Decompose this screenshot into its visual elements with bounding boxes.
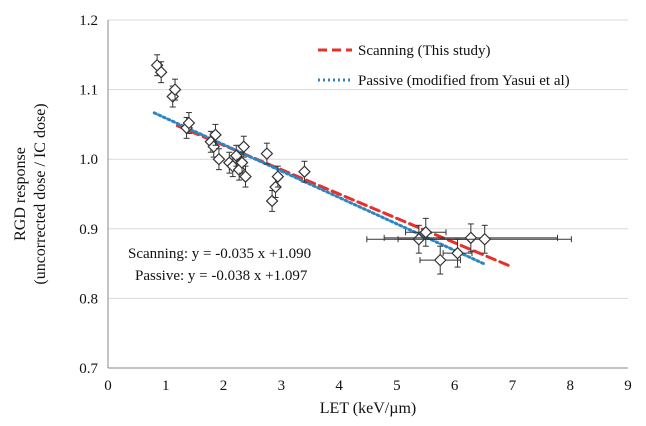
data-point-diamond: [154, 65, 168, 79]
data-point-diamond: [451, 246, 464, 260]
y-tick-label: 1.2: [79, 13, 98, 29]
data-point-diamond: [298, 165, 311, 179]
legend: Scanning (This study) Passive (modified …: [318, 43, 570, 89]
annotation-scanning-equation: Scanning: y = -0.035 x +1.090: [128, 246, 311, 262]
x-tick-label: 7: [509, 378, 517, 394]
data-point-diamond: [209, 128, 222, 142]
data-point-diamond: [478, 232, 492, 246]
fit-lines: [152, 111, 514, 269]
data-point-diamond: [464, 231, 478, 245]
passive-fit-line: [152, 111, 486, 266]
x-axis-label: LET (keV/µm): [320, 400, 416, 417]
y-tick-labels: 0.7 0.8 0.9 1.0 1.1 1.2: [79, 13, 98, 377]
x-tick-label: 0: [104, 378, 112, 394]
data-point-diamond: [265, 194, 279, 208]
data-point-diamond: [182, 116, 196, 130]
annotation-passive-equation: Passive: y = -0.038 x +1.097: [135, 268, 308, 284]
y-axis-label: RGD response: [12, 147, 29, 241]
x-tick-label: 3: [278, 378, 286, 394]
data-point-diamond: [212, 152, 226, 166]
x-tick-label: 5: [393, 378, 401, 394]
x-tick-label: 2: [220, 378, 228, 394]
y-tick-label: 1.0: [79, 152, 98, 168]
data-point-diamond: [239, 170, 252, 183]
data-point-diamond: [229, 149, 243, 163]
data-point-diamond: [168, 83, 182, 96]
grid-lines: [108, 19, 628, 299]
x-tick-label: 4: [335, 378, 343, 394]
x-tick-label: 9: [624, 378, 632, 394]
data-point-diamond: [237, 140, 251, 154]
axes: [107, 20, 628, 369]
data-point-diamond: [260, 147, 274, 160]
y-tick-label: 0.9: [79, 222, 98, 238]
data-point-diamond: [433, 253, 447, 267]
y-axis-sublabel: (uncorrected dose / IC dose): [32, 103, 49, 284]
x-tick-label: 1: [162, 378, 170, 394]
legend-scanning-label: Scanning (This study): [358, 43, 491, 59]
y-tick-label: 0.8: [79, 291, 98, 307]
y-tick-label: 0.7: [79, 361, 98, 377]
data-point-diamond: [271, 170, 285, 183]
x-tick-label: 8: [566, 378, 574, 394]
y-tick-label: 1.1: [79, 83, 98, 99]
data-points: [150, 54, 572, 275]
data-point-diamond: [235, 156, 249, 170]
x-tick-label: 6: [451, 378, 459, 394]
x-tick-labels: 0 1 2 3 4 5 6 7 8 9: [104, 378, 632, 394]
legend-passive-label: Passive (modified from Yasui et al): [358, 73, 570, 89]
